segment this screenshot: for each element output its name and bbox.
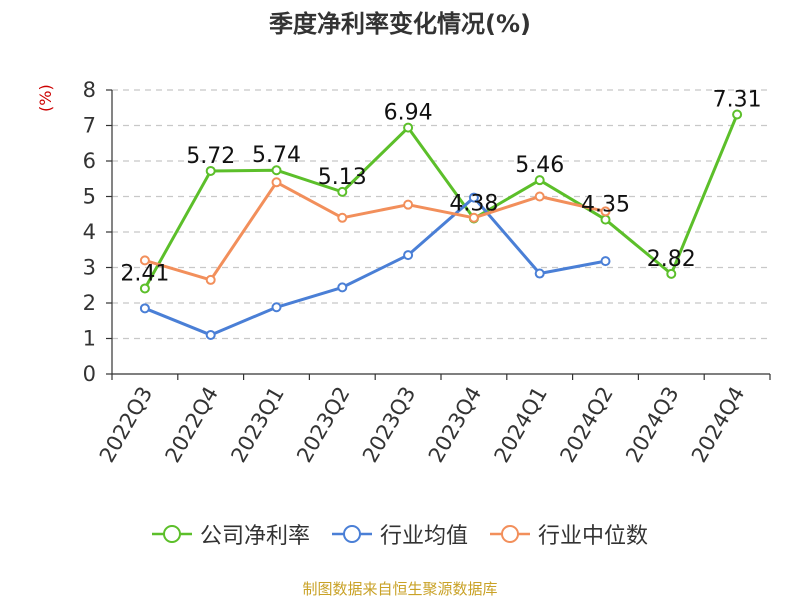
y-tick-label-8: 8: [83, 78, 96, 102]
series-2-point-2022Q3: [139, 255, 150, 266]
legend-label-industry-median: 行业中位数: [538, 524, 649, 549]
legend-item-industry-mean[interactable]: 行业均值: [331, 518, 468, 550]
data-label-2023Q4: 4.38: [449, 192, 498, 217]
legend-item-company[interactable]: 公司净利率: [151, 518, 310, 550]
series-1-point-2023Q1: [271, 302, 282, 313]
legend-label-industry-mean: 行业均值: [379, 524, 468, 549]
series-2-point-2024Q2: [600, 206, 611, 217]
y-tick-label-3: 3: [83, 256, 96, 280]
series-line-0: [143, 113, 739, 290]
series-1-point-2023Q3: [403, 250, 414, 261]
series-2-point-2023Q4: [468, 212, 479, 223]
x-tick-label-2024Q1: 2024Q1: [490, 383, 552, 467]
series-2-point-2022Q4: [205, 274, 216, 285]
series-0-point-2023Q1: [271, 165, 282, 176]
x-tick-label-2023Q2: 2023Q2: [292, 383, 354, 467]
data-label-2024Q3: 2.82: [647, 247, 696, 272]
series-0-point-2024Q3: [666, 268, 677, 279]
series-1-point-2022Q3: [139, 303, 150, 314]
x-tick-label-2024Q2: 2024Q2: [555, 383, 617, 467]
series-line-1: [144, 196, 606, 337]
series-0-point-2022Q4: [205, 165, 216, 176]
series-1-point-2023Q4: [468, 192, 479, 203]
y-tick-label-6: 6: [83, 149, 96, 173]
data-source-footer: 制图数据来自恒生聚源数据库: [302, 580, 498, 598]
y-tick-label-4: 4: [83, 220, 96, 244]
data-label-2022Q4: 5.72: [186, 144, 235, 169]
legend-label-company: 公司净利率: [199, 524, 310, 549]
chart-title: 季度净利率变化情况(%): [269, 10, 531, 38]
series-1-point-2024Q1: [534, 268, 545, 279]
data-label-2023Q1: 5.74: [252, 143, 301, 168]
data-label-2023Q3: 6.94: [384, 101, 433, 126]
legend: 公司净利率 行业均值 行业中位数: [0, 518, 800, 550]
y-tick-label-0: 0: [83, 362, 96, 386]
series-1-point-2022Q4: [205, 329, 216, 340]
series-2-point-2024Q1: [534, 191, 545, 202]
y-tick-label-2: 2: [83, 291, 96, 315]
series-0-point-2024Q4: [732, 109, 743, 120]
x-tick-label-2023Q3: 2023Q3: [358, 383, 420, 467]
y-tick-label-1: 1: [83, 327, 96, 351]
series-0-point-2024Q1: [534, 175, 545, 186]
x-tick-label-2024Q4: 2024Q4: [687, 383, 749, 467]
legend-marker-industry-mean: [331, 525, 372, 543]
data-label-2024Q4: 7.31: [713, 87, 762, 112]
series-0-point-2022Q3: [139, 283, 150, 294]
series-1-point-2024Q2: [600, 256, 611, 267]
series-2-point-2023Q1: [271, 177, 282, 188]
x-tick-label-2023Q4: 2023Q4: [424, 383, 486, 467]
x-tick-label-2024Q3: 2024Q3: [621, 383, 683, 467]
y-tick-label-5: 5: [83, 185, 96, 209]
legend-item-industry-median[interactable]: 行业中位数: [490, 518, 648, 550]
legend-marker-company: [151, 525, 192, 543]
series-0-point-2023Q3: [403, 122, 414, 133]
x-tick-label-2023Q1: 2023Q1: [226, 383, 288, 467]
series-line-2: [144, 180, 606, 282]
data-label-2023Q2: 5.13: [318, 165, 367, 190]
data-label-2022Q3: 2.41: [120, 261, 169, 286]
legend-marker-industry-median: [490, 525, 530, 543]
series-1-point-2023Q2: [337, 282, 348, 293]
x-tick-label-2022Q4: 2022Q4: [161, 383, 223, 467]
y-tick-label-7: 7: [83, 114, 96, 138]
series-0-point-2023Q2: [337, 186, 348, 197]
series-2-point-2023Q2: [337, 212, 348, 223]
data-label-2024Q1: 5.46: [515, 153, 564, 178]
data-label-2024Q2: 4.35: [581, 193, 630, 218]
series-2-point-2023Q3: [403, 199, 414, 210]
x-tick-label-2022Q3: 2022Q3: [95, 383, 157, 467]
